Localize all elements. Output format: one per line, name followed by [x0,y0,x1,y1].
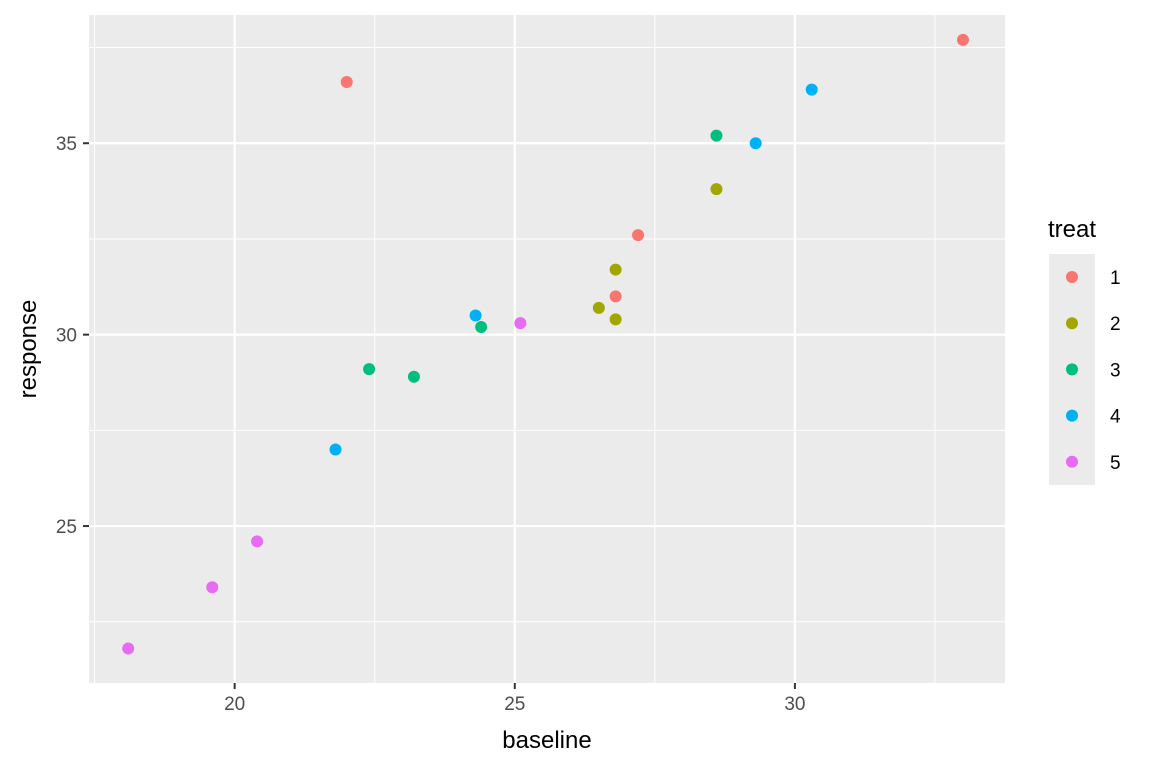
minor-gridlines [89,15,1005,683]
y-tick-label: 35 [56,134,77,155]
plot-panel [89,15,1005,683]
legend-key-5 [1066,455,1078,468]
data-point-treat-2 [710,183,723,196]
data-point-treat-3 [363,363,376,376]
y-tick-label: 30 [56,326,77,347]
data-point-treat-3 [710,129,723,142]
data-point-treat-4 [329,443,342,456]
legend: treat 1 2 3 4 5 [1048,216,1121,485]
y-axis-title: response [15,300,42,399]
legend-key-4 [1066,409,1078,422]
data-point-treat-1 [609,290,622,303]
data-point-treat-2 [609,263,622,276]
legend-key-3 [1066,363,1078,376]
data-point-treat-4 [749,137,762,150]
data-point-treat-2 [609,313,622,326]
data-point-treat-5 [514,317,527,330]
data-point-treat-1 [632,229,645,242]
data-point-treat-5 [251,535,264,548]
data-point-treat-5 [122,642,135,655]
x-tick-label: 30 [784,694,805,715]
y-tick-label: 25 [56,517,77,538]
data-points [122,33,969,655]
legend-label-2: 2 [1110,314,1121,335]
data-point-treat-3 [475,320,488,333]
legend-title: treat [1048,216,1096,243]
data-point-treat-1 [956,33,969,46]
legend-label-3: 3 [1110,360,1121,381]
data-point-treat-2 [592,301,605,314]
x-tick-label: 20 [224,694,245,715]
legend-label-4: 4 [1110,407,1121,428]
data-point-treat-5 [206,581,219,594]
x-axis-title: baseline [502,727,591,754]
x-tick-label: 25 [504,694,525,715]
legend-label-1: 1 [1110,268,1121,289]
major-gridlines [89,15,1005,683]
data-point-treat-4 [469,309,482,322]
axis-ticks: 20 25 30 25 30 35 [56,134,806,715]
data-point-treat-3 [407,370,420,383]
data-point-treat-1 [340,75,353,88]
legend-label-5: 5 [1110,453,1121,474]
legend-key-1 [1066,271,1078,283]
legend-key-2 [1066,317,1078,330]
data-point-treat-4 [805,83,818,96]
